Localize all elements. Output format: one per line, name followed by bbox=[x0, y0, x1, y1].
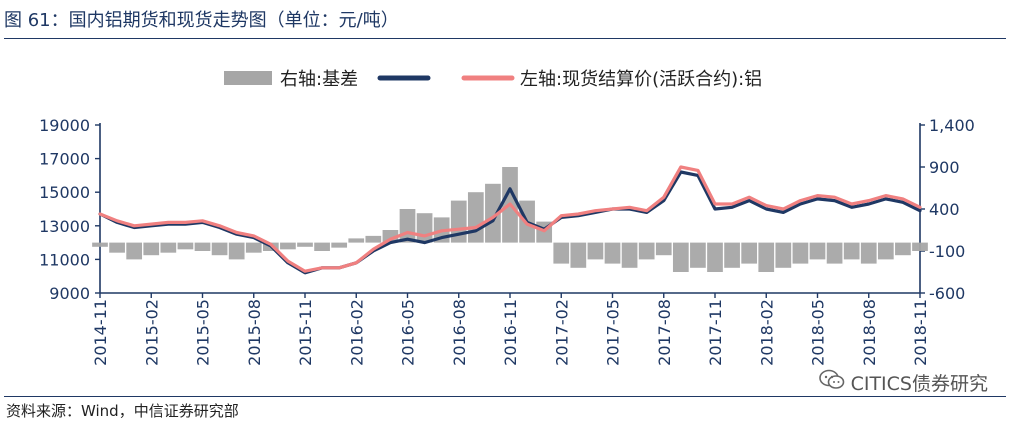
basis-bar bbox=[177, 242, 194, 250]
basis-bar bbox=[621, 242, 638, 268]
basis-bar bbox=[724, 242, 740, 268]
right-tick-label: 400 bbox=[929, 200, 960, 219]
left-tick-label: 15000 bbox=[39, 183, 90, 202]
basis-bar bbox=[109, 242, 125, 253]
basis-bar bbox=[92, 242, 108, 247]
basis-bar bbox=[399, 209, 416, 243]
wechat-icon bbox=[818, 369, 845, 396]
x-tick-label: 2016-02 bbox=[347, 299, 366, 366]
left-tick-label: 9000 bbox=[49, 284, 90, 303]
basis-bar bbox=[604, 242, 621, 264]
basis-bar bbox=[690, 242, 706, 268]
basis-bar bbox=[792, 242, 809, 264]
basis-bar bbox=[485, 183, 501, 243]
legend-item: 右轴:基差 bbox=[224, 69, 358, 90]
legend-label: 左轴:现货结算价(活跃合约):铝 bbox=[520, 69, 762, 90]
basis-area-layer bbox=[92, 167, 928, 272]
x-tick-label: 2017-05 bbox=[604, 299, 623, 366]
basis-bar bbox=[672, 242, 689, 272]
basis-bar bbox=[741, 242, 758, 264]
chart: 右轴:基差 左轴:现货结算价(活跃合约):铝 19000 17000 15000 130… bbox=[39, 69, 975, 366]
basis-bar bbox=[655, 242, 672, 256]
basis-bar bbox=[348, 238, 365, 243]
x-tick-label: 2018-02 bbox=[757, 299, 776, 366]
basis-bar bbox=[126, 242, 143, 260]
basis-bar bbox=[416, 213, 433, 243]
basis-bar bbox=[570, 242, 587, 268]
right-tick-label: -600 bbox=[929, 284, 965, 303]
basis-bar bbox=[860, 242, 877, 264]
right-tick-label: 900 bbox=[929, 158, 960, 177]
title-rule bbox=[4, 38, 1006, 39]
basis-bar bbox=[245, 242, 262, 253]
basis-bar bbox=[553, 242, 570, 264]
basis-bar bbox=[895, 242, 911, 256]
legend-item: 左轴:现货结算价(活跃合约):铝 bbox=[461, 69, 762, 90]
basis-bar bbox=[228, 242, 245, 260]
x-tick-label: 2017-08 bbox=[655, 299, 674, 366]
basis-bar bbox=[826, 242, 843, 264]
figure-title: 图 61：国内铝期货和现货走势图（单位：元/吨） bbox=[4, 10, 399, 31]
x-tick-label: 2016-05 bbox=[399, 299, 418, 366]
price-series-line bbox=[98, 170, 922, 275]
price-lines-layer bbox=[98, 165, 922, 275]
basis-bar bbox=[382, 230, 399, 243]
tick-labels: 19000 17000 15000 13000 11000 9000 1,400 900 400… bbox=[39, 116, 975, 366]
basis-bar bbox=[587, 242, 604, 260]
x-tick-label: 2017-02 bbox=[552, 299, 571, 366]
right-tick-label: 1,400 bbox=[929, 116, 975, 135]
left-tick-label: 11000 bbox=[39, 250, 90, 269]
x-tick-label: 2016-11 bbox=[501, 299, 520, 366]
watermark: CITICS债券研究 bbox=[818, 369, 988, 396]
source-rule bbox=[4, 396, 1006, 397]
basis-bar bbox=[467, 192, 484, 243]
x-tick-label: 2018-05 bbox=[809, 299, 828, 366]
x-tick-label: 2015-05 bbox=[194, 299, 213, 366]
legend-label: 右轴:基差 bbox=[280, 69, 358, 90]
price-series-line bbox=[98, 165, 922, 273]
basis-bar bbox=[843, 242, 860, 260]
basis-bar bbox=[877, 242, 894, 260]
x-tick-label: 2015-02 bbox=[142, 299, 161, 366]
x-tick-label: 2014-11 bbox=[91, 299, 110, 366]
basis-bar bbox=[638, 242, 655, 260]
basis-bar bbox=[194, 242, 211, 251]
x-tick-label: 2017-11 bbox=[706, 299, 725, 366]
right-tick-label: -100 bbox=[929, 242, 965, 261]
basis-bar bbox=[314, 242, 330, 251]
legend: 右轴:基差 左轴:现货结算价(活跃合约):铝 bbox=[224, 69, 762, 90]
basis-bar bbox=[331, 242, 348, 248]
left-tick-label: 13000 bbox=[39, 217, 90, 236]
x-tick-label: 2015-11 bbox=[296, 299, 315, 366]
basis-bar bbox=[912, 242, 928, 251]
source-note: 资料来源：Wind，中信证券研究部 bbox=[6, 402, 239, 420]
basis-bar bbox=[775, 242, 792, 268]
x-tick-label: 2016-08 bbox=[450, 299, 469, 366]
watermark-text: CITICS债券研究 bbox=[850, 373, 988, 395]
left-tick-label: 19000 bbox=[39, 116, 90, 135]
basis-bar bbox=[143, 242, 160, 256]
basis-bar bbox=[160, 242, 177, 253]
basis-bar bbox=[365, 235, 382, 243]
legend-swatch-area bbox=[224, 71, 272, 85]
x-tick-label: 2015-08 bbox=[245, 299, 264, 366]
basis-bar bbox=[211, 242, 228, 256]
basis-bar bbox=[297, 242, 313, 247]
x-tick-label: 2018-11 bbox=[911, 299, 930, 366]
left-tick-label: 17000 bbox=[39, 150, 90, 169]
basis-bar bbox=[707, 242, 723, 272]
x-tick-label: 2018-08 bbox=[860, 299, 879, 366]
basis-bar bbox=[809, 242, 826, 260]
basis-bar bbox=[280, 242, 296, 250]
basis-bar bbox=[758, 242, 775, 272]
